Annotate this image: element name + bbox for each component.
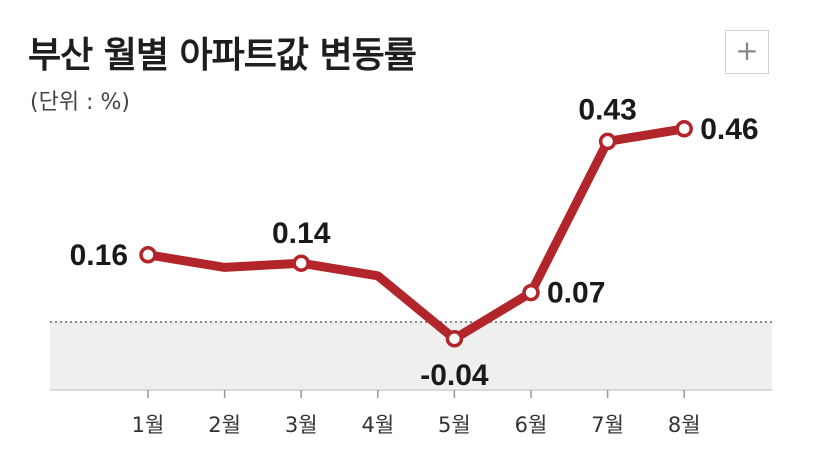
data-point (598, 132, 617, 151)
x-tick-label: 3월 (285, 413, 318, 437)
x-tick-label: 7월 (591, 413, 624, 437)
data-label: 0.07 (547, 277, 605, 310)
x-tick-label: 8월 (668, 413, 701, 437)
data-point (292, 254, 310, 272)
data-point (139, 246, 157, 264)
x-tick-label: 4월 (361, 413, 394, 437)
unit-label: (단위 : %) (30, 90, 130, 115)
x-tick-label: 2월 (208, 413, 241, 437)
x-tick-label: 1월 (132, 413, 165, 437)
data-point (445, 330, 464, 348)
data-point (522, 283, 540, 302)
zoom-plus-button[interactable]: + (725, 30, 769, 74)
data-label: 0.16 (70, 239, 128, 272)
x-tick-label: 5월 (438, 413, 471, 437)
data-label: 0.46 (700, 113, 758, 146)
negative-band (50, 322, 772, 390)
data-label: 0.14 (272, 217, 331, 250)
series-line (143, 124, 689, 344)
chart-title: 부산 월별 아파트값 변동률 (28, 35, 417, 76)
data-label: 0.43 (578, 93, 636, 126)
data-label: -0.04 (420, 359, 489, 392)
x-tick-label: 6월 (515, 413, 548, 437)
data-point (675, 120, 693, 138)
